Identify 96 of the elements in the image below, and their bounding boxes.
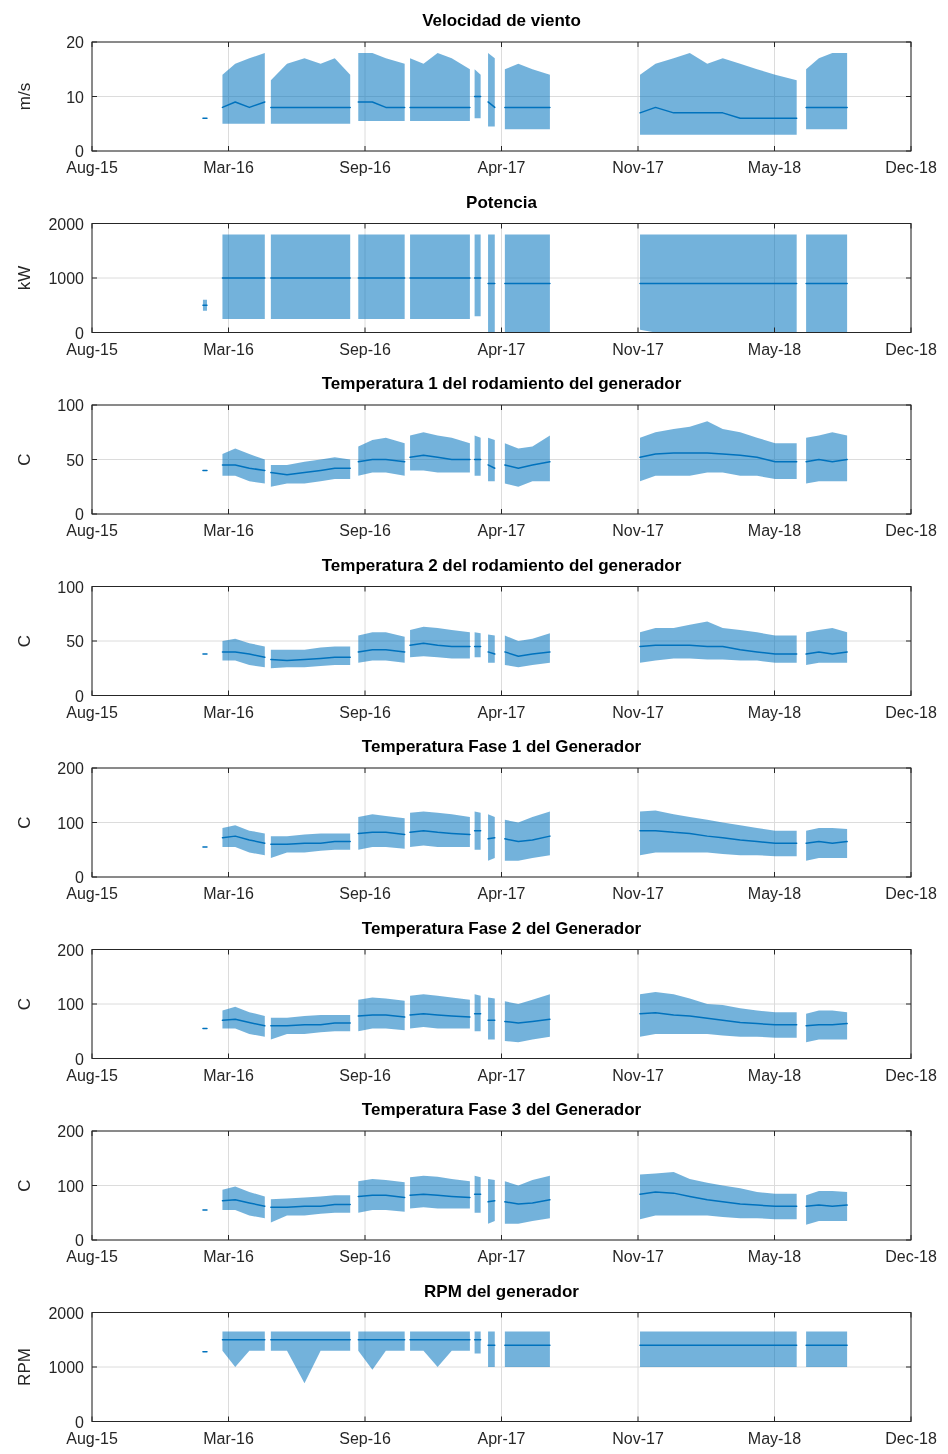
chart-title: Temperatura 2 del rodamiento del generador [321, 555, 682, 575]
x-tick-label: May-18 [747, 1429, 802, 1447]
x-tick-label: Aug-15 [66, 703, 118, 721]
y-tick-label: 100 [57, 397, 85, 414]
y-tick-label: 0 [75, 1232, 85, 1249]
x-tick-label: Sep-16 [339, 522, 391, 539]
y-tick-label: 100 [57, 814, 85, 832]
x-tick-label: Sep-16 [339, 1248, 391, 1265]
y-tick-label: 0 [75, 1413, 85, 1431]
x-tick-label: Aug-15 [66, 885, 118, 902]
y-axis-title: C [15, 997, 34, 1011]
x-tick-label: Mar-16 [203, 1248, 254, 1265]
chart-title: Temperatura Fase 1 del Generador [361, 737, 642, 756]
chart-title: Temperatura Fase 3 del Generador [361, 1100, 642, 1119]
y-tick-label: 200 [57, 1123, 85, 1140]
x-tick-label: Dec-18 [885, 522, 937, 539]
y-tick-label: 100 [57, 578, 85, 596]
y-tick-label: 1000 [48, 270, 85, 287]
chart-title: Potencia [466, 192, 538, 212]
x-tick-label: May-18 [747, 703, 802, 721]
x-tick-label: Sep-16 [339, 885, 391, 902]
y-tick-label: 0 [75, 324, 85, 342]
y-tick-label: 0 [75, 869, 85, 886]
x-tick-label: Dec-18 [885, 885, 937, 902]
y-axis-title: C [15, 816, 34, 829]
y-tick-label: 100 [57, 996, 85, 1013]
x-tick-label: Aug-15 [66, 340, 118, 358]
y-tick-label: 10 [66, 88, 85, 106]
x-tick-label: Nov-17 [612, 522, 664, 539]
x-tick-label: Apr-17 [477, 522, 526, 539]
x-tick-label: Mar-16 [203, 522, 254, 539]
x-tick-label: Apr-17 [477, 1066, 526, 1084]
x-tick-label: Sep-16 [339, 703, 391, 721]
x-tick-label: Sep-16 [339, 1066, 391, 1084]
chart-title: Temperatura Fase 2 del Generador [361, 918, 642, 938]
x-tick-label: Nov-17 [612, 885, 664, 902]
x-tick-label: May-18 [747, 522, 802, 539]
y-axis-title: C [15, 453, 34, 466]
x-tick-label: Mar-16 [203, 885, 254, 902]
x-tick-label: Dec-18 [885, 159, 937, 176]
x-tick-label: Dec-18 [885, 1066, 937, 1084]
x-tick-label: May-18 [747, 159, 802, 176]
x-tick-label: Apr-17 [477, 885, 526, 902]
chart-title: Velocidad de viento [422, 11, 581, 30]
y-tick-label: 100 [57, 1177, 85, 1195]
y-axis-title: kW [15, 265, 34, 291]
x-tick-label: Aug-15 [66, 1429, 118, 1447]
chart-title: RPM del generador [424, 1281, 580, 1301]
x-tick-label: Apr-17 [477, 340, 526, 358]
y-tick-label: 0 [75, 1050, 85, 1068]
x-tick-label: Aug-15 [66, 159, 118, 176]
x-tick-label: Mar-16 [203, 1429, 254, 1447]
y-tick-label: 0 [75, 506, 85, 523]
x-tick-label: Dec-18 [885, 1248, 937, 1265]
y-axis-title: C [15, 1179, 34, 1192]
chart-title: Temperatura 1 del rodamiento del generador [321, 374, 682, 393]
y-tick-label: 50 [66, 451, 85, 469]
x-tick-label: Mar-16 [203, 703, 254, 721]
y-axis-title: RPM [15, 1348, 34, 1386]
x-tick-label: Mar-16 [203, 340, 254, 358]
x-tick-label: Nov-17 [612, 703, 664, 721]
y-tick-label: 1000 [48, 1359, 85, 1376]
y-tick-label: 0 [75, 143, 85, 160]
x-tick-label: Dec-18 [885, 1429, 937, 1447]
y-tick-label: 2000 [48, 1304, 85, 1322]
x-tick-label: Nov-17 [612, 340, 664, 358]
x-tick-label: Mar-16 [203, 1066, 254, 1084]
x-tick-label: Dec-18 [885, 340, 937, 358]
x-tick-label: Nov-17 [612, 1066, 664, 1084]
x-tick-label: Sep-16 [339, 1429, 391, 1447]
y-tick-label: 200 [57, 760, 85, 777]
y-tick-label: 2000 [48, 215, 85, 233]
x-tick-label: Aug-15 [66, 1066, 118, 1084]
x-tick-label: Dec-18 [885, 703, 937, 721]
y-tick-label: 20 [66, 34, 85, 51]
x-tick-label: May-18 [747, 1248, 802, 1265]
x-tick-label: Sep-16 [339, 159, 391, 176]
x-tick-label: Aug-15 [66, 522, 118, 539]
y-tick-label: 0 [75, 687, 85, 705]
x-tick-label: May-18 [747, 1066, 802, 1084]
x-tick-label: Apr-17 [477, 159, 526, 176]
x-tick-label: May-18 [747, 340, 802, 358]
y-axis-title: m/s [15, 82, 34, 111]
y-tick-label: 50 [66, 633, 85, 650]
y-tick-label: 200 [57, 941, 85, 959]
x-tick-label: Nov-17 [612, 1429, 664, 1447]
x-tick-label: Apr-17 [477, 1429, 526, 1447]
x-tick-label: Apr-17 [477, 703, 526, 721]
x-tick-label: Nov-17 [612, 159, 664, 176]
x-tick-label: Apr-17 [477, 1248, 526, 1265]
x-tick-label: May-18 [747, 885, 802, 902]
x-tick-label: Aug-15 [66, 1248, 118, 1265]
x-tick-label: Sep-16 [339, 340, 391, 358]
x-tick-label: Nov-17 [612, 1248, 664, 1265]
y-axis-title: C [15, 634, 34, 648]
x-tick-label: Mar-16 [203, 159, 254, 176]
